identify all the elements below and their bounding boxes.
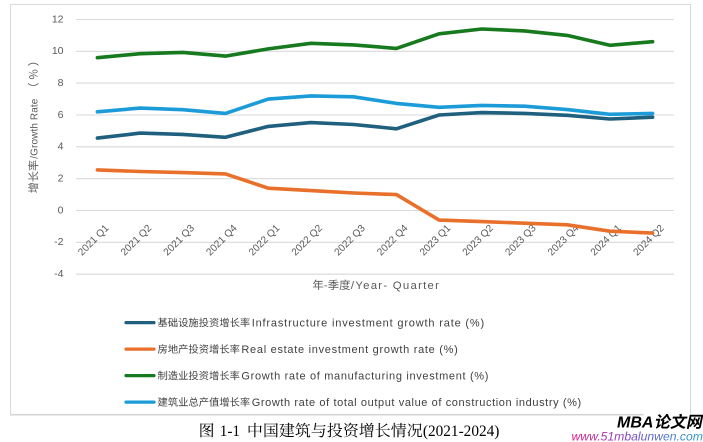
svg-text:4: 4	[58, 141, 64, 153]
svg-text:2: 2	[58, 173, 64, 185]
svg-text:-4: -4	[54, 268, 63, 280]
svg-text:8: 8	[58, 77, 64, 89]
svg-text:Infrastructure investment grow: Infrastructure investment growth rate (%…	[252, 317, 485, 329]
svg-text:0: 0	[58, 204, 64, 216]
svg-text:-2: -2	[54, 236, 63, 248]
svg-text:6: 6	[58, 109, 64, 121]
svg-text:12: 12	[52, 13, 64, 25]
svg-text:/Growth Rate: /Growth Rate	[30, 98, 41, 158]
svg-text:Real estate investment growth: Real estate investment growth rate (%)	[241, 344, 458, 356]
svg-text:/Year- Quarter: /Year- Quarter	[351, 280, 440, 292]
svg-text:(2021-2024): (2021-2024)	[423, 423, 499, 440]
svg-text:Growth rate of manufacturing i: Growth rate of manufacturing investment …	[241, 370, 489, 382]
svg-text:www.51mbalunwen.com: www.51mbalunwen.com	[572, 430, 703, 442]
svg-text:1-1: 1-1	[220, 423, 240, 440]
svg-text:Growth rate of total output va: Growth rate of total output value of con…	[252, 397, 582, 409]
svg-text:10: 10	[52, 45, 64, 57]
svg-text:MBA: MBA	[617, 415, 653, 432]
